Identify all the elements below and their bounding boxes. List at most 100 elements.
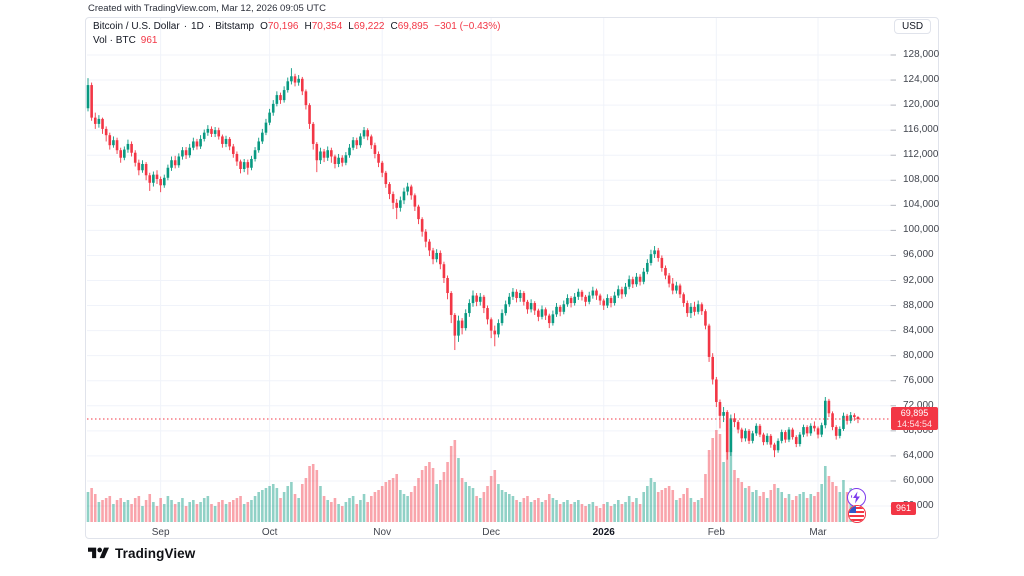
volume-bar: [609, 506, 613, 522]
legend-symbol-row: Bitcoin / U.S. Dollar · 1D · Bitstamp O70,196…: [93, 20, 500, 34]
candle-body: [290, 76, 293, 82]
candle-body: [471, 295, 475, 304]
candle-body: [718, 402, 722, 416]
currency-button[interactable]: USD: [894, 19, 932, 34]
volume-bar: [86, 492, 90, 522]
volume-bar: [384, 482, 388, 522]
candle-body: [355, 140, 359, 146]
candle-body: [97, 118, 101, 124]
candle-body: [148, 175, 152, 183]
us-flag-event-icon[interactable]: [848, 505, 866, 523]
volume-bar: [162, 504, 166, 522]
candle-body: [202, 132, 206, 139]
candle-body: [555, 306, 558, 315]
volume-bar: [624, 502, 627, 522]
volume-bar: [359, 500, 362, 522]
volume-bar: [558, 504, 562, 522]
candle-body: [816, 428, 820, 435]
volume-bar: [504, 492, 507, 522]
volume-bar: [108, 496, 112, 522]
volume-bar: [834, 486, 838, 522]
candle-body: [504, 304, 507, 314]
volume-bar: [271, 484, 275, 522]
candle-body: [431, 250, 435, 260]
tradingview-footer[interactable]: TradingView: [88, 545, 195, 562]
price-axis-label: 88,000: [903, 299, 934, 311]
volume-bar: [228, 502, 231, 522]
volume-bar: [497, 484, 500, 522]
volume-bar: [402, 494, 406, 522]
candle-body: [511, 291, 515, 297]
volume-bar: [449, 446, 453, 522]
volume-bar: [399, 490, 402, 522]
candle-body: [478, 296, 482, 302]
candle-body: [369, 136, 373, 146]
candle-body: [820, 425, 823, 435]
candle-body: [308, 105, 311, 124]
volume-bar: [627, 496, 631, 522]
symbol-title: Bitcoin / U.S. Dollar: [93, 21, 180, 32]
candle-body: [624, 286, 627, 295]
candle-body: [616, 289, 620, 296]
candle-body: [457, 320, 460, 336]
volume-bar: [747, 486, 751, 522]
candle-body: [155, 174, 159, 180]
volume-bar: [478, 498, 482, 522]
candle-body: [776, 440, 780, 451]
candle-body: [547, 315, 551, 324]
candle-body: [261, 132, 264, 142]
candle-body: [399, 200, 402, 208]
volume-bar: [682, 494, 685, 522]
candle-body: [133, 152, 137, 163]
candle-body: [279, 95, 282, 101]
candle-body: [417, 206, 420, 220]
volume-bar: [330, 502, 333, 522]
volume-bar: [366, 502, 369, 522]
volume-bar: [409, 492, 413, 522]
volume-bar: [718, 434, 722, 522]
candle-body: [780, 432, 784, 441]
volume-bar: [453, 440, 457, 522]
volume-bar: [152, 502, 155, 522]
volume-bar: [141, 506, 144, 522]
volume-bar: [656, 492, 660, 522]
candle-body: [210, 128, 213, 134]
candle-body: [250, 158, 253, 168]
volume-bar: [482, 492, 486, 522]
volume-bar: [181, 498, 184, 522]
volume-bar: [97, 502, 101, 522]
candle-body: [656, 250, 660, 258]
candle-body: [424, 231, 428, 242]
volume-bar: [762, 492, 765, 522]
candle-body: [126, 143, 130, 150]
candle-body: [293, 76, 297, 83]
price-axis-label: 120,000: [903, 99, 940, 111]
volume-bar: [740, 482, 744, 522]
volume-bar: [700, 498, 704, 522]
candle-body: [751, 433, 754, 441]
price-axis-label: 116,000: [903, 124, 939, 136]
price-axis-label: 96,000: [903, 249, 934, 261]
candle-body: [373, 145, 377, 154]
volume-bar: [675, 500, 678, 522]
volume-bar: [475, 496, 478, 522]
candle-body: [123, 149, 126, 158]
volume-bar: [369, 496, 373, 522]
volume-bar: [304, 478, 308, 522]
candle-body: [838, 428, 842, 436]
volume-bar: [217, 502, 221, 522]
price-axis-label: 108,000: [903, 174, 940, 186]
ohlc-values: O70,196 H70,354 L69,222 C69,895 −301 (−0.43%…: [254, 21, 500, 32]
volume-bar: [823, 466, 827, 522]
candle-body: [304, 91, 308, 106]
candle-body: [144, 163, 148, 176]
candle-body: [384, 172, 388, 185]
legend-separator: ·: [183, 21, 188, 32]
volume-bar: [816, 492, 820, 522]
volume-bar: [300, 484, 304, 522]
volume-bar: [649, 478, 653, 522]
candle-body: [391, 194, 395, 203]
volume-bar: [780, 492, 784, 522]
candle-body: [362, 130, 366, 137]
